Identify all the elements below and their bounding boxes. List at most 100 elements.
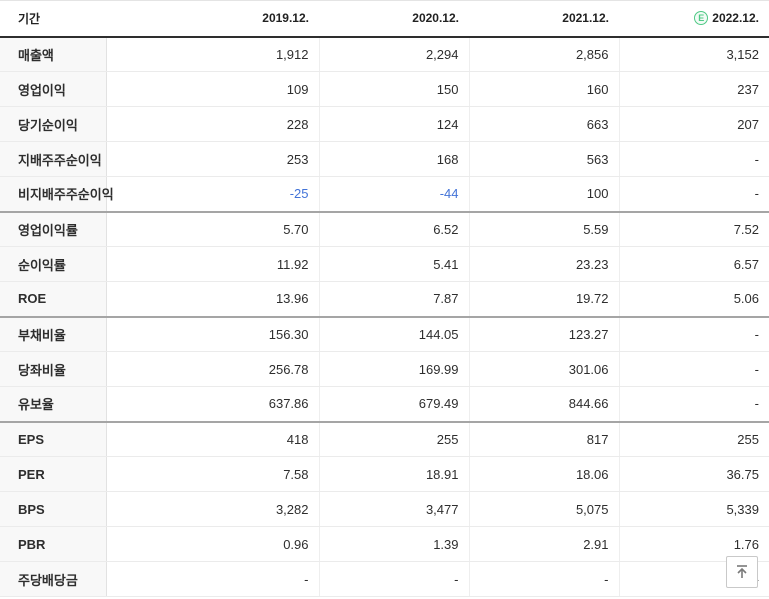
row-label: 비지배주주순이익	[0, 176, 114, 212]
value-cell: 124	[318, 106, 469, 142]
row-label: 유보율	[0, 386, 107, 422]
row-label: 당기순이익	[0, 106, 107, 142]
value-cell: 150	[318, 71, 469, 107]
column-header-year: E 2022.12.	[619, 0, 769, 38]
value-cell: 36.75	[618, 456, 769, 492]
value-cell: 5.06	[618, 281, 769, 317]
value-cell: 13.96	[106, 281, 319, 317]
row-label: PER	[0, 456, 107, 492]
value-cell: 5.59	[468, 210, 619, 247]
value-cell: 255	[618, 420, 769, 457]
value-cell: 3,152	[618, 36, 769, 72]
value-cell: 256.78	[106, 351, 319, 387]
value-cell: 237	[618, 71, 769, 107]
value-cell: 817	[468, 420, 619, 457]
value-cell: -	[618, 315, 769, 352]
table-row: PBR 0.96 1.39 2.91 1.76	[0, 526, 769, 562]
value-cell: 5.70	[106, 210, 319, 247]
value-cell: 637.86	[106, 386, 319, 422]
value-cell: 169.99	[318, 351, 469, 387]
column-header-year: 2019.12.	[106, 0, 319, 38]
table-row: BPS 3,282 3,477 5,075 5,339	[0, 491, 769, 527]
value-cell: 0.96	[106, 526, 319, 562]
table-row: 당기순이익 228 124 663 207	[0, 106, 769, 142]
value-cell: -25	[106, 176, 319, 212]
value-cell: 5,339	[618, 491, 769, 527]
table-row: 영업이익률 5.70 6.52 5.59 7.52	[0, 210, 769, 247]
value-cell: -	[618, 176, 769, 212]
row-label: BPS	[0, 491, 107, 527]
value-cell: 109	[106, 71, 319, 107]
value-cell: 7.87	[318, 281, 469, 317]
value-cell: 253	[106, 141, 319, 177]
table-row: 당좌비율 256.78 169.99 301.06-	[0, 351, 769, 387]
table-row: 지배주주순이익 253 168 563-	[0, 141, 769, 177]
table-row: EPS 418 255 817 255	[0, 420, 769, 457]
value-cell: 301.06	[468, 351, 619, 387]
value-cell: 3,282	[106, 491, 319, 527]
value-cell: 679.49	[318, 386, 469, 422]
value-cell: 1,912	[106, 36, 319, 72]
value-cell: 144.05	[318, 315, 469, 352]
row-label: 지배주주순이익	[0, 141, 107, 177]
value-cell: 7.52	[618, 210, 769, 247]
row-label: 부채비율	[0, 315, 107, 352]
value-cell: 2.91	[468, 526, 619, 562]
value-cell: 168	[318, 141, 469, 177]
value-cell: 2,856	[468, 36, 619, 72]
row-label: EPS	[0, 420, 107, 457]
value-cell: 6.57	[618, 246, 769, 282]
table-row: 비지배주주순이익 -25 -44 100-	[0, 176, 769, 212]
value-cell: 5.41	[318, 246, 469, 282]
value-cell: 18.91	[318, 456, 469, 492]
value-cell: -	[106, 561, 319, 597]
value-cell: 663	[468, 106, 619, 142]
value-cell: 160	[468, 71, 619, 107]
value-cell: 1.39	[318, 526, 469, 562]
column-header-year: 2021.12.	[469, 0, 619, 38]
value-cell: 156.30	[106, 315, 319, 352]
table-row: PER 7.58 18.91 18.06 36.75	[0, 456, 769, 492]
row-label: ROE	[0, 281, 107, 317]
row-label: 주당배당금	[0, 561, 107, 597]
value-cell: 11.92	[106, 246, 319, 282]
value-cell: 2,294	[318, 36, 469, 72]
value-cell: -	[618, 141, 769, 177]
table-row: 유보율 637.86 679.49 844.66-	[0, 386, 769, 422]
value-cell: 255	[318, 420, 469, 457]
row-label: PBR	[0, 526, 107, 562]
table-row: 매출액 1,912 2,294 2,856 3,152	[0, 36, 769, 72]
value-cell: 844.66	[468, 386, 619, 422]
row-label: 영업이익	[0, 71, 107, 107]
value-cell: 19.72	[468, 281, 619, 317]
value-cell: -	[318, 561, 469, 597]
row-label: 순이익률	[0, 246, 107, 282]
row-label: 영업이익률	[0, 210, 107, 247]
value-cell: 418	[106, 420, 319, 457]
table-header-row: 기간 2019.12. 2020.12. 2021.12. E 2022.12.	[0, 0, 769, 38]
value-cell: 18.06	[468, 456, 619, 492]
row-label: 당좌비율	[0, 351, 107, 387]
value-cell: 123.27	[468, 315, 619, 352]
scroll-to-top-arrow-icon	[734, 564, 750, 580]
table-row: 주당배당금----	[0, 561, 769, 597]
value-cell: 100	[468, 176, 619, 212]
value-cell: -	[618, 386, 769, 422]
value-cell: 23.23	[468, 246, 619, 282]
value-cell: -	[468, 561, 619, 597]
value-cell: -	[618, 561, 769, 597]
row-label: 매출액	[0, 36, 107, 72]
value-cell: 7.58	[106, 456, 319, 492]
value-cell: 207	[618, 106, 769, 142]
estimate-icon: E	[694, 11, 709, 26]
value-cell: 563	[468, 141, 619, 177]
scroll-to-top-button[interactable]	[726, 556, 758, 588]
value-cell: 5,075	[468, 491, 619, 527]
value-cell: 228	[106, 106, 319, 142]
table-row: 영업이익 109 150 160 237	[0, 71, 769, 107]
table-row: 부채비율 156.30 144.05 123.27-	[0, 315, 769, 352]
column-header-year: 2020.12.	[319, 0, 469, 38]
value-cell: 3,477	[318, 491, 469, 527]
